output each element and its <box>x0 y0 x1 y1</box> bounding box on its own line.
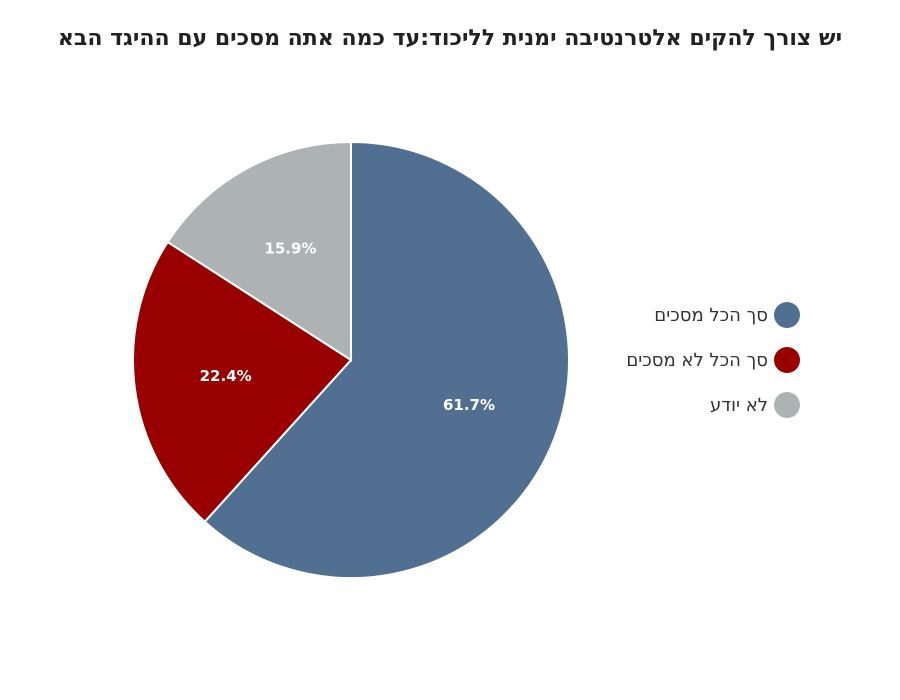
legend-item-1: סך הכל מסכים <box>626 300 800 330</box>
legend-swatch-1 <box>774 302 800 328</box>
pie-data-labels: 61.7% 22.4% 15.9% <box>200 240 495 414</box>
chart-legend: סך הכל מסכים סך הכל לא מסכים לא יודע <box>626 300 800 435</box>
legend-swatch-2 <box>774 347 800 373</box>
pie-slices <box>132 140 570 579</box>
pie-slice-1 <box>203 140 570 579</box>
data-label-2: 22.4% <box>200 367 252 385</box>
legend-swatch-3 <box>774 392 800 418</box>
legend-item-2: סך הכל לא מסכים <box>626 345 800 375</box>
chart-title: יש צורך להקים אלטרנטיבה ימנית לליכוד:עד … <box>57 26 843 51</box>
legend-label-2: סך הכל לא מסכים <box>626 349 768 371</box>
data-label-1: 61.7% <box>443 396 495 414</box>
legend-label-3: לא יודע <box>709 394 768 416</box>
pie-slice-2 <box>132 240 353 524</box>
data-label-3: 15.9% <box>264 240 316 258</box>
legend-item-3: לא יודע <box>626 390 800 420</box>
legend-label-1: סך הכל מסכים <box>654 304 768 326</box>
pie-slice-3 <box>166 140 352 362</box>
